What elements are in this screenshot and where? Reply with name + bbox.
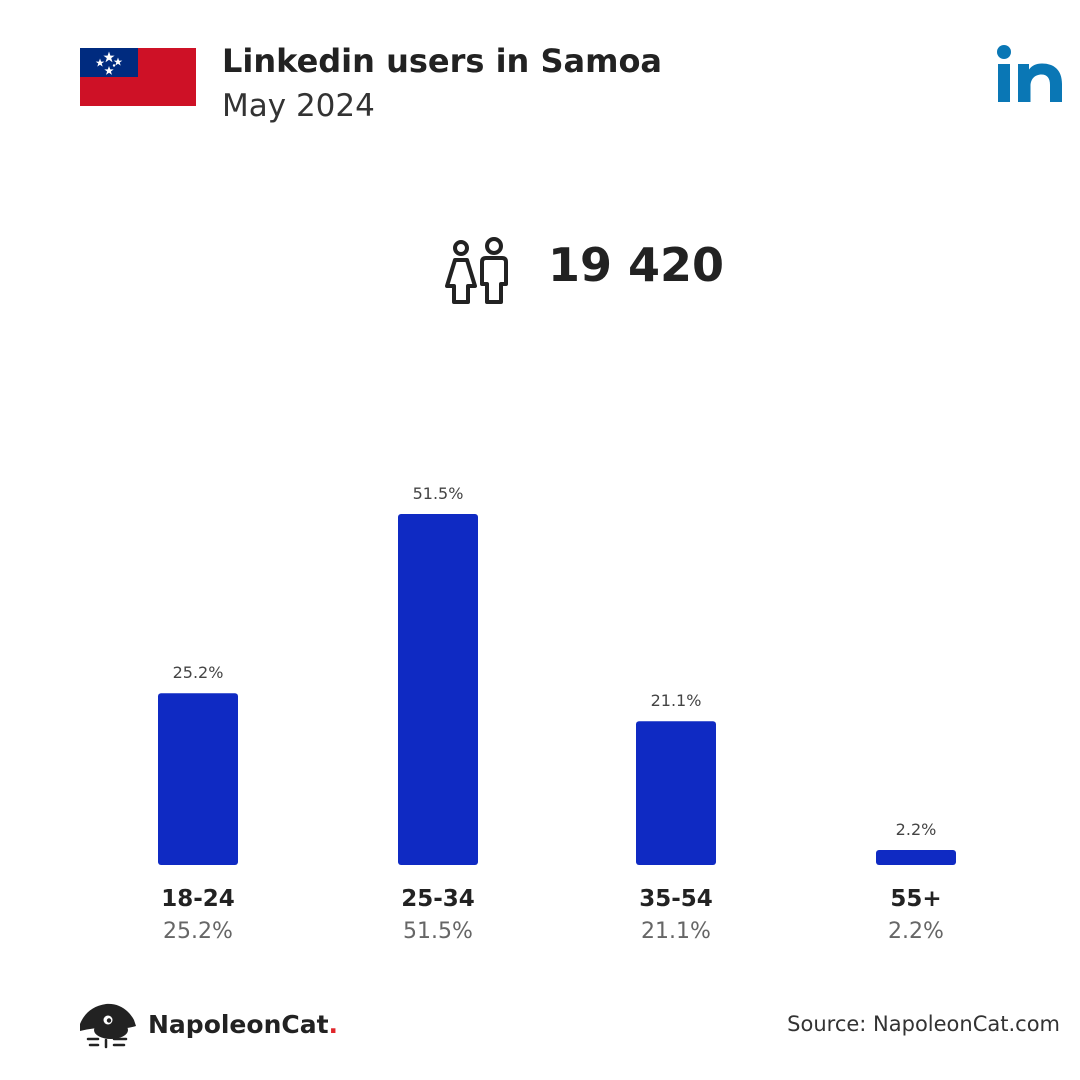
category-percent-25-34: 51.5% bbox=[403, 919, 473, 944]
footer-brand: NapoleonCat. bbox=[148, 1010, 338, 1039]
total-users-value: 19 420 bbox=[548, 238, 725, 292]
page-subtitle: May 2024 bbox=[222, 88, 375, 124]
page-title: Linkedin users in Samoa bbox=[222, 42, 663, 80]
source-text: Source: NapoleonCat.com bbox=[787, 1012, 1060, 1036]
category-label-55+: 55+ bbox=[890, 886, 941, 912]
category-label-35-54: 35-54 bbox=[639, 886, 713, 912]
users-icon bbox=[445, 237, 508, 304]
samoa-flag-icon bbox=[80, 48, 196, 106]
footer-brand-name: NapoleonCat bbox=[148, 1010, 329, 1039]
bar-25-34 bbox=[398, 514, 478, 865]
category-percent-35-54: 21.1% bbox=[641, 919, 711, 944]
value-label-35-54: 21.1% bbox=[651, 691, 702, 710]
napoleoncat-logo-icon bbox=[80, 1003, 136, 1049]
linkedin-logo-icon bbox=[997, 45, 1062, 102]
footer-brand-dot: . bbox=[328, 1010, 339, 1039]
bar-35-54 bbox=[636, 721, 716, 865]
category-label-25-34: 25-34 bbox=[401, 886, 475, 912]
bar-55+ bbox=[876, 850, 956, 865]
category-percent-18-24: 25.2% bbox=[163, 919, 233, 944]
category-percent-55+: 2.2% bbox=[888, 919, 944, 944]
bar-18-24 bbox=[158, 693, 238, 865]
category-label-18-24: 18-24 bbox=[161, 886, 235, 912]
age-bar-chart: 25.2% 51.5% 21.1% 2.2% 18-24 25-34 35-54 55+ 2… bbox=[158, 484, 956, 944]
value-label-55+: 2.2% bbox=[896, 820, 937, 839]
value-label-18-24: 25.2% bbox=[173, 663, 224, 682]
value-label-25-34: 51.5% bbox=[413, 484, 464, 503]
